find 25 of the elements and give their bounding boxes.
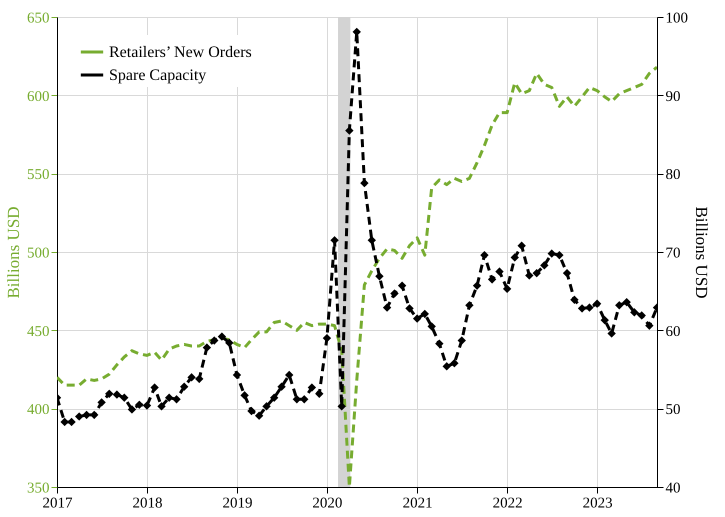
legend-label: Spare Capacity [109, 67, 206, 84]
y-tick-label: 500 [27, 246, 50, 262]
x-tick-label: 2022 [492, 496, 523, 512]
x-tick-label: 2019 [222, 496, 252, 512]
y-tick-label: 600 [27, 88, 50, 105]
y-tick-label: 350 [27, 480, 50, 496]
y2-tick-label: 60 [666, 324, 680, 340]
x-tick-label: 2017 [42, 496, 73, 512]
y2-tick-label: 90 [666, 88, 680, 105]
y2-axis-title: Billions USD [692, 206, 711, 299]
y2-tick-label: 70 [666, 246, 680, 262]
y-tick-label: 550 [27, 167, 50, 184]
y-tick-label: 650 [27, 10, 50, 26]
x-tick-label: 2020 [312, 496, 342, 512]
x-tick-label: 2023 [582, 496, 613, 512]
x-tick-label: 2018 [132, 496, 162, 512]
y-tick-label: 450 [27, 324, 50, 340]
y2-tick-label: 100 [666, 10, 688, 26]
legend-label: Retailers’ New Orders [109, 44, 252, 61]
x-tick-label: 2021 [402, 496, 433, 512]
y2-tick-label: 50 [666, 402, 680, 418]
y2-tick-label: 80 [666, 167, 680, 184]
y-tick-label: 400 [27, 402, 50, 418]
y2-tick-label: 40 [666, 480, 680, 496]
y-axis-title: Billions USD [4, 206, 23, 299]
